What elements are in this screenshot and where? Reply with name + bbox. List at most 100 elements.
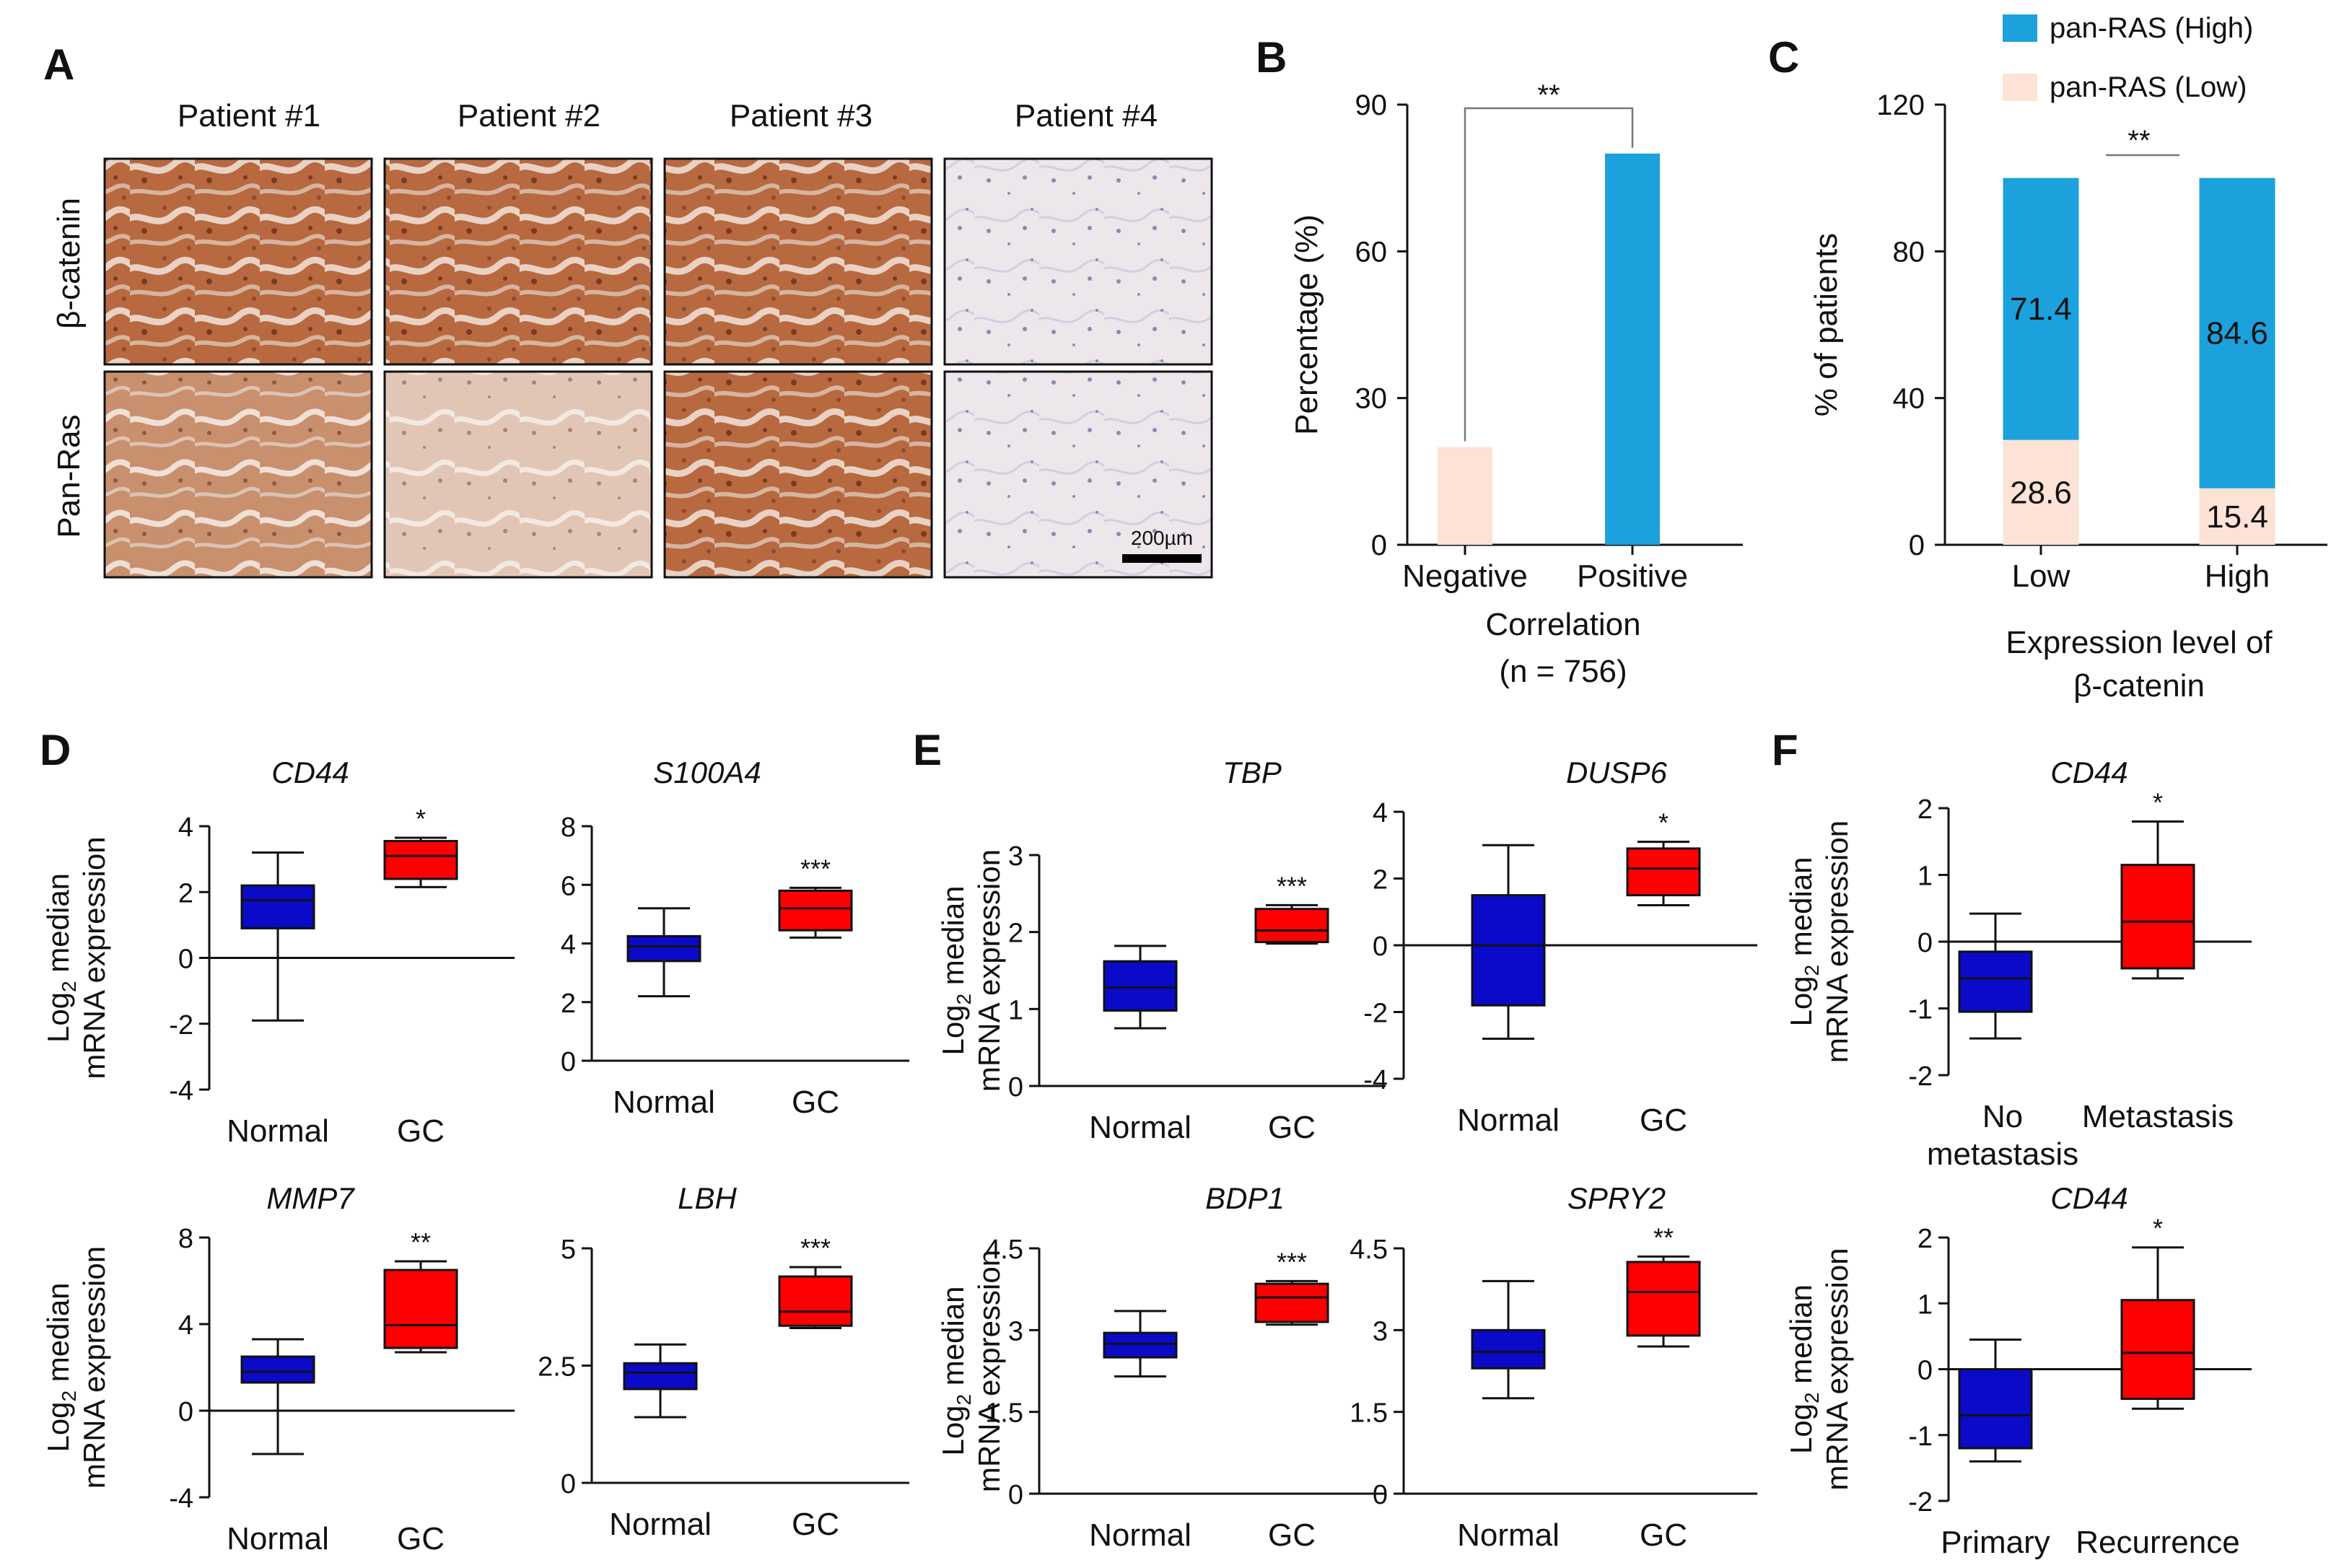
- legend-label-low: pan-RAS (Low): [2050, 71, 2247, 103]
- y-tick-label: 0: [1373, 1480, 1388, 1510]
- significance-label: ***: [1277, 871, 1307, 901]
- y-tick-label: 0: [178, 1397, 193, 1427]
- y-tick-label: -4: [169, 1076, 193, 1106]
- y-tick-label: 0: [178, 945, 193, 975]
- chart-b-correlation-bar: 0 30 60 90 Negative Positive ** Percentage (%) C…: [1289, 79, 1743, 689]
- boxplot-e-dusp6: 4 2 0 -2 -4 DUSP6 * Normal GC: [1363, 755, 1757, 1138]
- y-axis-label-line1: Log2 median: [41, 1282, 80, 1452]
- significance-label: *: [2153, 1214, 2163, 1243]
- box-normal: [1958, 950, 2033, 1013]
- y-tick-label: -4: [169, 1484, 193, 1514]
- y-label-log: Log: [1784, 1403, 1818, 1454]
- y-tick-label: 2: [1917, 794, 1933, 825]
- x-tick-label-1: GC: [1268, 1517, 1316, 1553]
- y-tick-label: 4.5: [1350, 1235, 1388, 1265]
- chart-title: S100A4: [653, 755, 761, 789]
- ihc-image-beta-catenin-patient-3: [663, 157, 933, 366]
- ihc-image-pan-ras-patient-2: [383, 370, 653, 579]
- y-axis-label: Percentage (%): [1289, 214, 1324, 435]
- stacked-bar-low: [2003, 178, 2079, 440]
- y-tick-label: 2: [178, 878, 193, 908]
- x-axis-label: Correlation: [1485, 607, 1640, 642]
- significance-label: **: [1537, 79, 1560, 111]
- y-tick-label: 2: [1917, 1224, 1933, 1254]
- y-tick-label: 2: [1008, 919, 1023, 949]
- box-normal: [240, 1355, 315, 1384]
- y-tick-label: 1.5: [1350, 1398, 1388, 1429]
- chart-title: CD44: [2050, 755, 2127, 789]
- y-label-median: median: [936, 885, 970, 993]
- y-tick-label: 4: [1373, 798, 1388, 828]
- ihc-image-pan-ras-patient-1: [103, 370, 373, 579]
- box-gc: [2120, 1299, 2195, 1401]
- y-label-subscript: 2: [953, 1394, 975, 1406]
- y-tick-label: 0: [1909, 530, 1925, 561]
- y-tick-label: 1: [1917, 862, 1933, 892]
- box-gc: [1254, 1282, 1329, 1323]
- patient-2-label: Patient #2: [458, 98, 600, 133]
- y-tick-label: 5: [561, 1235, 576, 1265]
- y-label-subscript: 2: [58, 981, 80, 992]
- x-tick-label-1: GC: [397, 1521, 445, 1556]
- box-normal: [1103, 1331, 1178, 1359]
- chart-title: TBP: [1223, 755, 1282, 789]
- y-tick-label: 3: [1008, 1316, 1023, 1346]
- significance-label: **: [411, 1227, 431, 1257]
- y-axis-label-line1: Log2 median: [41, 873, 80, 1043]
- y-tick-label: 1: [1917, 1289, 1933, 1320]
- y-label-log: Log: [41, 992, 75, 1043]
- x-axis-label-line2: β-catenin: [2073, 668, 2205, 704]
- y-label-subscript: 2: [1801, 965, 1823, 976]
- x-tick-label-0: Primary: [1941, 1525, 2050, 1560]
- significance-label: *: [2153, 788, 2163, 818]
- y-tick-label: 0: [1373, 932, 1388, 962]
- y-tick-label: 80: [1893, 236, 1925, 268]
- panel-a: Patient #1 Patient #2 Patient #3 Patient…: [51, 98, 1213, 579]
- x-tick-label-0: Normal: [227, 1521, 329, 1556]
- ihc-image-beta-catenin-patient-4: [943, 157, 1213, 366]
- y-tick-label: 1: [1008, 995, 1023, 1025]
- panel-label-c: C: [1768, 33, 1799, 82]
- y-tick-label: 40: [1893, 383, 1925, 415]
- patient-4-label: Patient #4: [1015, 98, 1158, 133]
- box-gc: [383, 840, 458, 880]
- y-tick-label: -4: [1363, 1065, 1388, 1095]
- ihc-image-beta-catenin-patient-2: [383, 157, 653, 366]
- chart-title: DUSP6: [1566, 755, 1668, 789]
- row-label-beta-catenin: β-catenin: [51, 198, 87, 329]
- x-tick-label-1: GC: [397, 1113, 445, 1149]
- box-normal: [1103, 960, 1178, 1012]
- y-tick-label: 0: [1008, 1072, 1023, 1103]
- box-gc: [778, 889, 853, 932]
- y-tick-label: 120: [1876, 89, 1925, 121]
- legend-swatch-high: [2003, 14, 2037, 42]
- y-tick-label: 2.5: [538, 1352, 576, 1383]
- y-label-log: Log: [1784, 976, 1818, 1026]
- significance-label: ***: [800, 854, 831, 883]
- chart-title: MMP7: [266, 1181, 355, 1215]
- significance-label: **: [2127, 125, 2150, 157]
- data-label: 28.6: [2010, 475, 2072, 510]
- y-tick-label: 0: [1917, 928, 1933, 958]
- y-tick-label: 2: [561, 989, 576, 1019]
- box-gc: [778, 1275, 853, 1327]
- y-axis-label-line1: Log2 median: [1784, 857, 1823, 1026]
- x-tick-label-positive: Positive: [1577, 559, 1688, 594]
- box-normal: [626, 934, 701, 963]
- y-tick-label: 4.5: [985, 1235, 1023, 1265]
- x-tick-label-0: metastasis: [1927, 1136, 2078, 1172]
- boxplot-d-lbh: 5 2.5 0 LBH *** Normal GC: [538, 1181, 909, 1542]
- y-tick-label: -2: [1363, 999, 1388, 1029]
- x-tick-label-1: Recurrence: [2076, 1525, 2239, 1560]
- x-tick-label-1: GC: [792, 1507, 839, 1542]
- x-tick-label-1: GC: [792, 1085, 839, 1120]
- box-normal: [1471, 1328, 1546, 1370]
- x-tick-label-negative: Negative: [1402, 559, 1528, 594]
- y-label-subscript: 2: [1801, 1392, 1823, 1403]
- y-tick-label: -2: [1908, 1487, 1933, 1517]
- x-tick-label-0: No: [1982, 1099, 2023, 1134]
- chart-title: BDP1: [1205, 1181, 1285, 1215]
- y-tick-label: 0: [1371, 530, 1387, 561]
- chart-title: SPRY2: [1567, 1181, 1666, 1215]
